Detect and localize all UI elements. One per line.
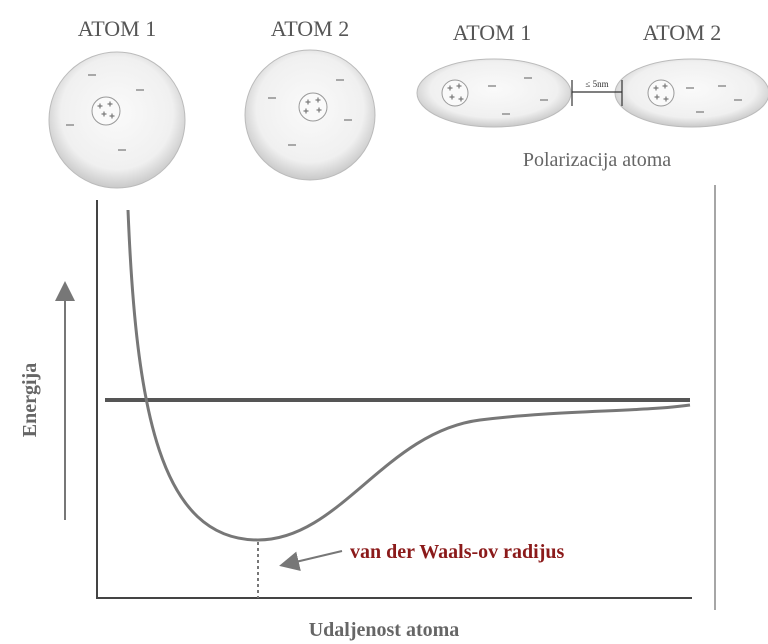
atom-label: ATOM 2 [271, 16, 349, 41]
atom-label: ATOM 1 [453, 20, 531, 45]
annotation-arrow [279, 550, 343, 572]
atom [416, 58, 572, 128]
atom-label: ATOM 2 [643, 20, 721, 45]
atom [614, 58, 768, 128]
potential-curve [126, 209, 691, 542]
nucleus [298, 92, 328, 122]
distance-bracket [571, 80, 623, 106]
nucleus [441, 79, 469, 107]
distance-label: ≤ 5nm [585, 79, 608, 89]
caption: Polarizacija atoma [523, 149, 671, 171]
charges [66, 74, 742, 151]
x-label: Udaljenost atoma [309, 619, 460, 641]
nucleus [647, 79, 675, 107]
nucleus [91, 96, 121, 126]
atom-label: ATOM 1 [78, 16, 156, 41]
annotation: van der Waals-ov radijus [350, 541, 565, 563]
y-label: Energija [19, 363, 41, 437]
